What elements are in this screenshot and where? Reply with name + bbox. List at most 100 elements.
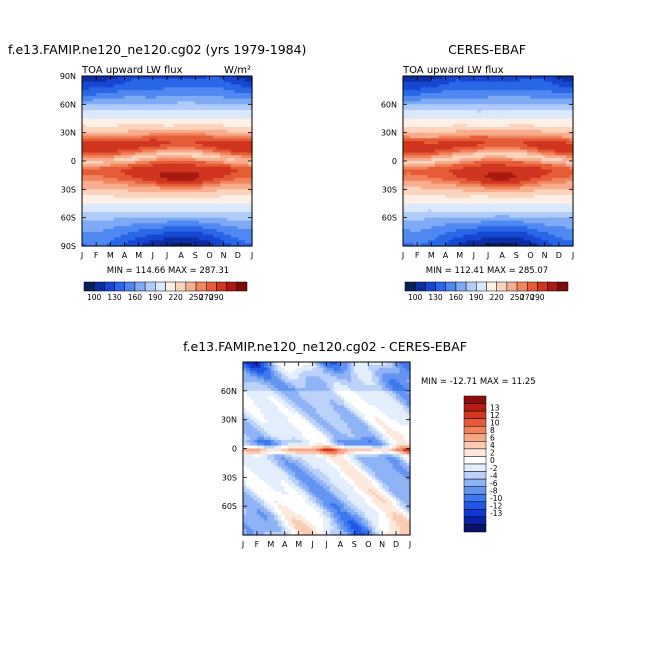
heatmap-cell [449, 132, 454, 137]
heatmap-cell [120, 175, 126, 179]
heatmap-cell [406, 98, 411, 103]
heatmap-cell [177, 112, 182, 117]
heatmap-cell [89, 197, 94, 202]
heatmap-cell [565, 155, 571, 159]
heatmap-cell [216, 110, 221, 114]
heatmap-cell [113, 76, 119, 80]
heatmap-cell [237, 141, 242, 145]
heatmap-cell [548, 138, 553, 142]
heatmap-cell [135, 93, 140, 97]
heatmap-cell [410, 121, 415, 125]
heatmap-cell [558, 166, 563, 171]
heatmap-cell [424, 141, 429, 145]
heatmap-cell [131, 229, 136, 233]
heatmap-cell [110, 87, 115, 91]
heatmap-cell [110, 175, 115, 179]
heatmap-cell [498, 76, 503, 80]
heatmap-cell [152, 237, 157, 241]
heatmap-cell [555, 135, 560, 139]
heatmap-cell [113, 217, 119, 222]
heatmap-cell [103, 220, 108, 224]
heatmap-cell [163, 180, 168, 185]
heatmap-cell [188, 172, 193, 176]
heatmap-cell [562, 127, 567, 131]
y-tick-label: 0 [71, 157, 76, 166]
heatmap-cell [167, 78, 172, 83]
heatmap-cell [505, 93, 510, 97]
heatmap-cell [558, 90, 563, 94]
heatmap-cell [223, 84, 228, 88]
heatmap-cell [498, 180, 503, 185]
heatmap-cell [491, 169, 496, 173]
heatmap-cell [82, 161, 87, 165]
heatmap-cell [167, 93, 172, 97]
heatmap-cell [431, 129, 436, 134]
heatmap-cell [202, 115, 207, 120]
heatmap-cell [145, 127, 150, 131]
heatmap-cell [505, 115, 510, 120]
heatmap-cell [96, 231, 101, 236]
heatmap-cell [223, 135, 228, 139]
heatmap-cell [103, 107, 108, 111]
heatmap-cell [181, 161, 186, 165]
heatmap-cell [138, 180, 143, 185]
heatmap-cell [466, 163, 471, 168]
heatmap-cell [138, 217, 143, 222]
heatmap-cell [156, 212, 161, 216]
heatmap-cell [89, 172, 94, 176]
heatmap-cell [488, 146, 493, 151]
heatmap-cell [562, 169, 567, 173]
heatmap-cell [519, 169, 525, 173]
heatmap-cell [145, 231, 150, 236]
heatmap-cell [505, 183, 510, 188]
heatmap-cell [106, 124, 111, 128]
heatmap-cell [569, 169, 574, 173]
heatmap-cell [473, 112, 478, 117]
heatmap-cell [502, 192, 507, 196]
heatmap-cell [195, 135, 200, 139]
colorbar-swatch [114, 281, 125, 292]
colorbar-swatch [185, 281, 197, 292]
heatmap-cell [99, 231, 104, 236]
heatmap-cell [237, 231, 242, 236]
heatmap-cell [174, 214, 179, 219]
heatmap-cell [434, 192, 440, 196]
heatmap-cell [205, 149, 211, 154]
heatmap-cell [181, 78, 186, 83]
heatmap-cell [191, 192, 196, 196]
heatmap-cell [220, 110, 225, 114]
heatmap-cell [103, 127, 108, 131]
heatmap-cell [248, 87, 253, 91]
heatmap-cell [230, 192, 235, 196]
heatmap-cell [509, 95, 514, 100]
heatmap-cell [534, 112, 539, 117]
heatmap-cell [509, 101, 514, 105]
heatmap-cell [117, 226, 122, 230]
heatmap-cell [505, 95, 510, 100]
heatmap-cell [417, 149, 422, 154]
heatmap-cell [505, 98, 510, 103]
heatmap-cell [85, 90, 90, 94]
heatmap-cell [220, 212, 225, 216]
heatmap-cell [417, 127, 422, 131]
heatmap-cell [181, 129, 186, 134]
heatmap-cell [209, 78, 214, 83]
heatmap-cell [480, 87, 486, 91]
heatmap-cell [537, 98, 542, 103]
heatmap-cell [230, 124, 235, 128]
heatmap-cell [96, 110, 101, 114]
heatmap-cell [174, 237, 179, 241]
heatmap-cell [103, 166, 108, 171]
heatmap-cell [244, 178, 250, 182]
heatmap-cell [152, 169, 157, 173]
heatmap-cell [156, 206, 161, 210]
heatmap-cell [237, 172, 242, 176]
heatmap-cell [131, 141, 136, 145]
heatmap-cell [417, 189, 422, 193]
heatmap-cell [498, 115, 503, 120]
heatmap-cell [452, 98, 457, 103]
heatmap-cell [163, 217, 168, 222]
heatmap-cell [152, 197, 157, 202]
heatmap-cell [170, 237, 175, 241]
